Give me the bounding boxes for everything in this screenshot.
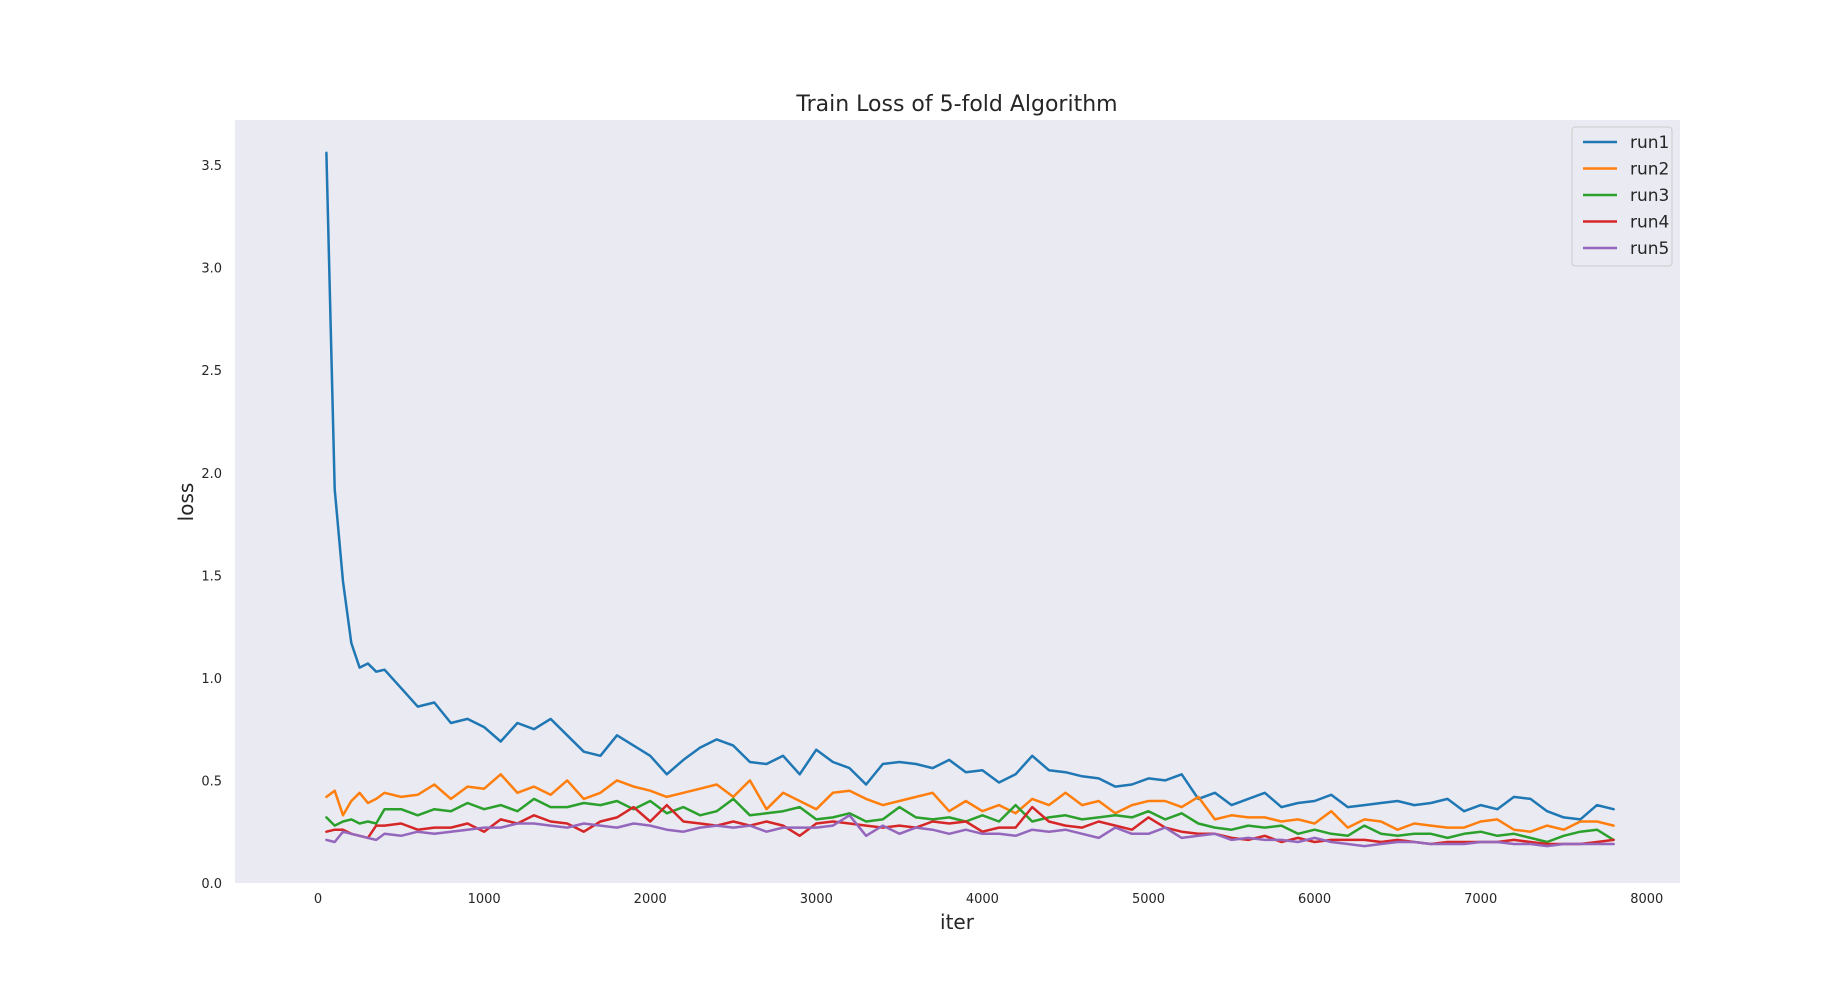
series-line-run2 (325, 773, 1615, 833)
y-axis-ticks: 0.0 0.5 1.0 1.5 2.0 2.5 3.0 3.5 (201, 159, 222, 892)
y-tick-label: 1.5 (201, 569, 222, 584)
series-line-run3 (325, 797, 1615, 844)
y-tick-label: 1.0 (201, 672, 222, 687)
legend-box (1571, 126, 1673, 267)
series-line-run5 (325, 814, 1615, 848)
legend-label-run4: run4 (1630, 213, 1669, 233)
legend-label-run1: run1 (1630, 133, 1669, 153)
x-tick-label: 8000 (1630, 892, 1663, 907)
y-tick-label: 0.0 (201, 877, 222, 892)
x-tick-label: 3000 (800, 892, 833, 907)
legend-label-run3: run3 (1630, 186, 1669, 206)
x-axis-ticks: 0 1000 2000 3000 4000 5000 6000 7000 8000 (314, 892, 1663, 907)
legend: run1 run2 run3 run4 run5 (1571, 126, 1673, 267)
x-tick-label: 1000 (468, 892, 501, 907)
y-tick-label: 0.5 (201, 774, 222, 789)
y-axis-label: loss (174, 483, 198, 522)
x-axis-label: iter (940, 910, 975, 934)
x-tick-label: 5000 (1132, 892, 1165, 907)
legend-label-run5: run5 (1630, 239, 1669, 259)
y-tick-label: 2.5 (201, 364, 222, 379)
y-tick-label: 3.5 (201, 159, 222, 174)
x-tick-label: 7000 (1464, 892, 1497, 907)
chart-title: Train Loss of 5-fold Algorithm (795, 92, 1117, 117)
x-tick-label: 4000 (966, 892, 999, 907)
y-tick-label: 3.0 (201, 262, 222, 277)
plot-area (235, 120, 1680, 883)
x-tick-label: 2000 (634, 892, 667, 907)
y-tick-label: 2.0 (201, 467, 222, 482)
x-tick-label: 0 (314, 892, 322, 907)
x-tick-label: 6000 (1298, 892, 1331, 907)
series-line-run1 (325, 151, 1615, 821)
series-lines (325, 151, 1615, 848)
legend-label-run2: run2 (1630, 160, 1669, 180)
series-line-run4 (325, 803, 1615, 846)
